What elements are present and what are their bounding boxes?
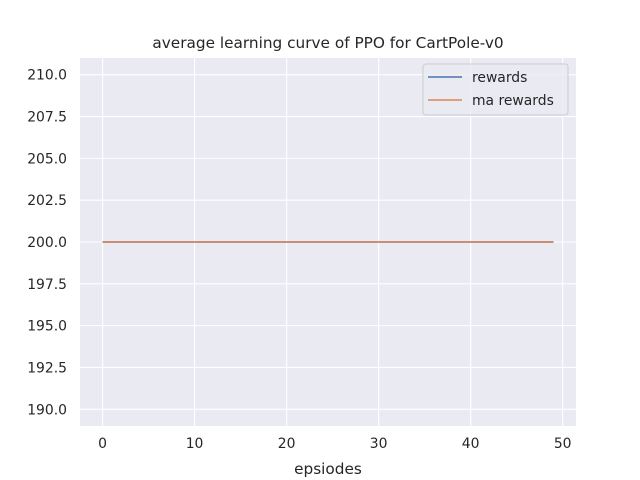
legend-label-rewards: rewards <box>472 70 527 86</box>
x-tick-label: 20 <box>278 436 296 452</box>
y-tick-label: 197.5 <box>27 277 67 293</box>
y-tick-label: 200.0 <box>27 235 67 251</box>
y-tick-label: 207.5 <box>27 110 67 126</box>
y-tick-label: 210.0 <box>27 68 67 84</box>
y-tick-label: 195.0 <box>27 319 67 335</box>
x-axis-label: epsiodes <box>294 460 362 478</box>
x-tick-label: 10 <box>186 436 204 452</box>
x-tick-label: 30 <box>370 436 388 452</box>
y-tick-label: 192.5 <box>27 360 67 376</box>
y-tick-label: 202.5 <box>27 193 67 209</box>
legend-label-ma-rewards: ma rewards <box>472 93 554 109</box>
y-tick-label: 190.0 <box>27 402 67 418</box>
y-tick-labels: 190.0 192.5 195.0 197.5 200.0 202.5 205.0 207.5… <box>27 68 67 419</box>
x-tick-label: 0 <box>98 436 107 452</box>
chart-title: average learning curve of PPO for CartPo… <box>152 34 503 52</box>
legend: rewards ma rewards <box>422 63 569 116</box>
y-tick-label: 205.0 <box>27 151 67 167</box>
x-tick-label: 50 <box>554 436 572 452</box>
x-tick-labels: 0 10 20 30 40 50 <box>98 436 571 452</box>
x-tick-label: 40 <box>462 436 480 452</box>
